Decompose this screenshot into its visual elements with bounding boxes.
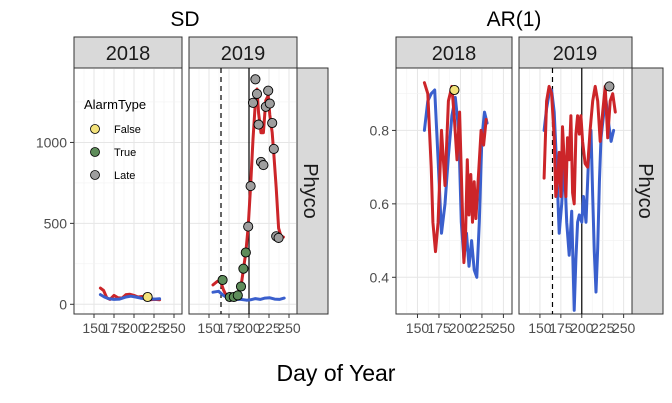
sd-strip-2018 [73, 36, 183, 69]
x-tick-label-0-0-225: 225 [142, 320, 166, 336]
x-tick-label-0-1-225: 225 [257, 320, 281, 336]
x-tick-label-1-0-175: 175 [427, 320, 451, 336]
legend-label-true: True [114, 147, 136, 159]
ar1-strip-right [631, 67, 664, 315]
x-tick-label-0-1-175: 175 [217, 320, 241, 336]
x-tick-label-1-1-200: 200 [570, 320, 594, 336]
sd-strip-2018-label: 2018 [106, 43, 151, 65]
marker-true-0-1-4 [235, 281, 247, 292]
grid-layer [75, 69, 631, 313]
ar1-strip-right-label: Phyco [634, 163, 656, 219]
legend-label-late: Late [114, 170, 135, 182]
marker-layer [142, 74, 615, 303]
y-tick-label-0-1000: 1000 [36, 134, 67, 150]
sd-strip-right [296, 67, 329, 315]
marker-late-1-1-0 [604, 81, 615, 92]
sd-strip-2019-label: 2019 [221, 43, 266, 65]
marker-false-1-0-0 [449, 84, 460, 96]
series-red-1-0 [422, 81, 488, 265]
x-tick-label-1-0-225: 225 [470, 320, 494, 336]
y-tick-label-0-500: 500 [44, 215, 68, 231]
x-tick-label-1-1-225: 225 [591, 320, 615, 336]
x-tick-label-1-0-250: 250 [492, 320, 516, 336]
y-tick-label-0-0: 0 [59, 296, 67, 312]
x-tick-label-1-1-250: 250 [612, 320, 636, 336]
marker-late-0-1-16 [263, 85, 274, 96]
marker-late-0-1-19 [268, 143, 279, 154]
marker-late-0-1-12 [253, 119, 264, 130]
x-tick-label-0-1-250: 250 [277, 320, 301, 336]
x-tick-label-1-0-200: 200 [449, 320, 473, 336]
legend: AlarmType False True Late [84, 97, 146, 182]
marker-late-0-1-7 [243, 221, 254, 232]
series-red-1-1 [542, 84, 617, 206]
x-axis-label: Day of Year [277, 360, 396, 386]
x-tick-label-1-0-150: 150 [406, 320, 430, 336]
marker-late-0-1-9 [247, 97, 259, 108]
x-tick-label-0-0-175: 175 [102, 320, 126, 336]
marker-late-0-1-17 [264, 98, 275, 109]
y-tick-label-1-0.6: 0.6 [370, 196, 390, 212]
marker-late-0-1-21 [273, 232, 284, 243]
marker-late-0-1-11 [251, 88, 263, 99]
ar1-strip-2018 [395, 36, 513, 69]
sd-title: SD [170, 8, 199, 31]
y-tick-label-1-0.8: 0.8 [370, 122, 390, 138]
legend-label-false: False [114, 124, 141, 136]
marker-late-0-1-10 [250, 74, 261, 85]
x-tick-label-0-1-200: 200 [237, 320, 261, 336]
marker-true-0-1-6 [240, 247, 251, 258]
legend-key-true [90, 147, 100, 157]
legend-key-false [90, 124, 100, 134]
marker-true-0-1-3 [232, 290, 243, 301]
marker-late-0-1-14 [258, 160, 269, 171]
y-tick-label-1-0.4: 0.4 [370, 269, 390, 285]
marker-true-0-1-0 [217, 274, 228, 286]
x-tick-label-0-0-250: 250 [162, 320, 186, 336]
x-tick-label-0-0-200: 200 [122, 320, 146, 336]
ar1-strip-2019-label: 2019 [553, 43, 598, 65]
x-tick-label-0-0-150: 150 [82, 320, 106, 336]
ar1-strip-2018-label: 2018 [432, 43, 477, 65]
x-tick-label-0-1-150: 150 [197, 320, 221, 336]
x-tick-label-1-1-175: 175 [549, 320, 573, 336]
legend-title: AlarmType [84, 97, 146, 112]
ar1-title: AR(1) [487, 8, 542, 31]
x-tick-label-1-1-150: 150 [528, 320, 552, 336]
marker-late-0-1-18 [267, 117, 278, 129]
legend-key-late [90, 170, 100, 180]
sd-strip-right-label: Phyco [299, 163, 321, 219]
marker-true-0-1-5 [238, 263, 249, 274]
marker-false-0-0-0 [142, 291, 153, 303]
sd-strip-2019 [188, 36, 298, 69]
marker-late-0-1-8 [245, 181, 256, 192]
